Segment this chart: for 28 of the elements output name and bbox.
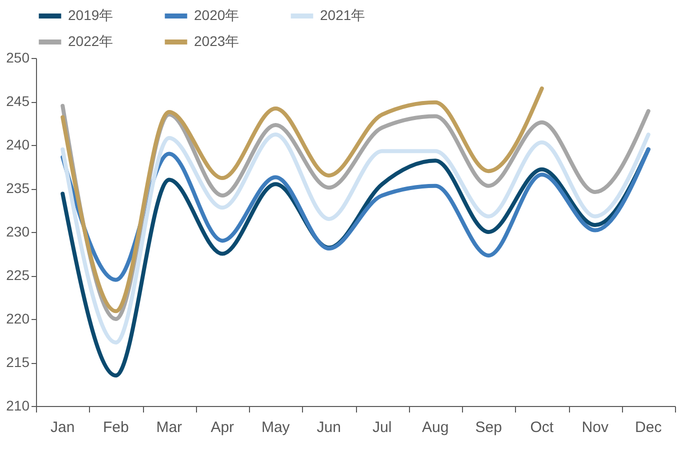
x-tick-label: Jul <box>372 419 392 436</box>
x-tick-label: Aug <box>422 419 449 436</box>
y-tick-label: 245 <box>6 93 30 109</box>
x-tick-label: Nov <box>582 419 609 436</box>
y-tick-label: 250 <box>6 50 30 66</box>
x-tick-label: Dec <box>635 419 662 436</box>
legend-label: 2021年 <box>320 7 366 23</box>
legend-label: 2023年 <box>194 33 240 49</box>
legend-label: 2020年 <box>194 7 240 23</box>
x-tick-label: Apr <box>210 419 234 436</box>
x-tick-label: Jan <box>50 419 75 436</box>
x-tick-label: Sep <box>475 419 502 436</box>
y-tick-label: 240 <box>6 136 30 152</box>
line-series <box>60 132 650 344</box>
x-tick-label: Jun <box>316 419 341 436</box>
legend-label: 2022年 <box>68 33 114 49</box>
x-tick-label: Feb <box>102 419 129 436</box>
y-tick-label: 235 <box>6 180 30 196</box>
x-tick-label: May <box>261 419 290 436</box>
y-tick-label: 215 <box>6 354 30 370</box>
y-tick-label: 230 <box>6 224 30 240</box>
x-tick-label: Mar <box>156 419 182 436</box>
y-tick-label: 210 <box>6 398 30 414</box>
legend-label: 2019年 <box>68 7 114 23</box>
y-tick-label: 220 <box>6 310 30 326</box>
x-tick-label: Oct <box>530 419 554 436</box>
line-series <box>60 86 544 314</box>
y-tick-label: 225 <box>6 267 30 283</box>
